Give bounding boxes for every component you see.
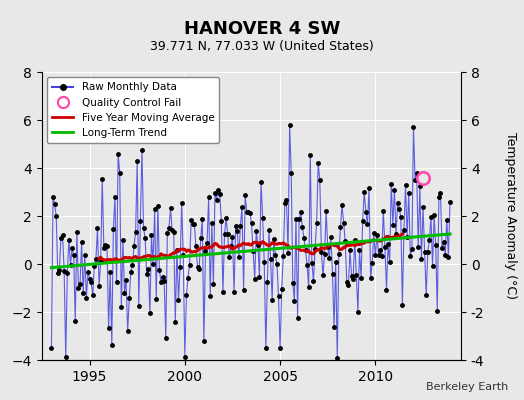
Y-axis label: Temperature Anomaly (°C): Temperature Anomaly (°C) [504,132,517,300]
Text: Berkeley Earth: Berkeley Earth [426,382,508,392]
Text: 39.771 N, 77.033 W (United States): 39.771 N, 77.033 W (United States) [150,40,374,53]
Text: HANOVER 4 SW: HANOVER 4 SW [184,20,340,38]
Legend: Raw Monthly Data, Quality Control Fail, Five Year Moving Average, Long-Term Tren: Raw Monthly Data, Quality Control Fail, … [47,77,220,143]
